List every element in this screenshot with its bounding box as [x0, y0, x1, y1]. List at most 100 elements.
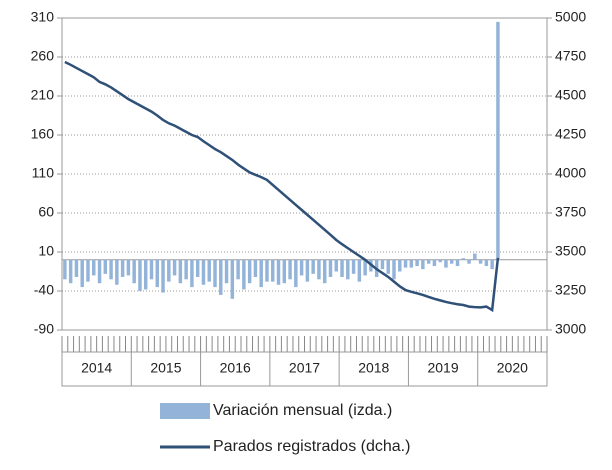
bar	[351, 259, 356, 274]
year-box	[61, 351, 548, 387]
bar	[253, 259, 258, 277]
bar	[195, 259, 200, 277]
bar	[155, 259, 159, 288]
bar	[120, 259, 125, 277]
bar	[143, 259, 148, 290]
bar	[97, 259, 102, 284]
legend-label: Variación mensual (izda.)	[213, 402, 392, 419]
bar	[103, 259, 108, 274]
bar	[496, 21, 500, 260]
bar	[242, 259, 246, 290]
bar	[426, 259, 431, 264]
bar	[450, 259, 454, 264]
bar	[346, 259, 350, 280]
bar	[109, 259, 113, 280]
x-tick-label: 2018	[358, 360, 389, 376]
x-tick-label: 2014	[81, 360, 112, 376]
bar	[247, 259, 252, 284]
y2-tick-label: 3000	[555, 321, 586, 337]
bar	[299, 259, 304, 276]
bar	[178, 259, 183, 284]
bar	[409, 259, 414, 268]
x-tick-label: 2015	[150, 360, 181, 376]
bar	[190, 259, 194, 288]
bar	[392, 259, 396, 280]
bar	[271, 259, 275, 282]
y-tick-label: 60	[38, 204, 54, 220]
bar	[473, 253, 477, 260]
bar	[398, 259, 402, 272]
bar	[444, 259, 448, 268]
bar	[80, 259, 84, 288]
y2-tick-label: 3250	[555, 282, 586, 298]
bar	[282, 259, 287, 284]
bar	[161, 259, 165, 293]
bar	[149, 259, 154, 280]
legend-label: Parados registrados (dcha.)	[213, 438, 410, 455]
y-tick-label: 210	[31, 87, 55, 103]
bar	[184, 259, 188, 280]
bar	[467, 259, 471, 264]
bar	[455, 259, 460, 267]
bar	[230, 259, 235, 299]
bar	[386, 259, 390, 274]
bar	[317, 259, 321, 280]
bar	[92, 259, 96, 276]
bar	[328, 259, 333, 277]
bar	[138, 259, 142, 291]
bar	[421, 259, 425, 270]
bar	[236, 259, 240, 280]
y2-tick-label: 4250	[555, 126, 586, 142]
bar	[126, 259, 131, 276]
bar	[334, 259, 338, 272]
bar	[213, 259, 217, 288]
bar	[201, 259, 206, 285]
bar	[259, 259, 263, 288]
bar	[484, 259, 489, 267]
bar	[115, 259, 119, 285]
y2-tick-label: 5000	[555, 9, 586, 25]
x-tick-label: 2017	[289, 360, 320, 376]
bar	[288, 259, 292, 280]
bar	[403, 259, 408, 268]
bar	[74, 259, 79, 277]
bar	[219, 259, 223, 295]
y2-tick-label: 4750	[555, 48, 586, 64]
y-tick-label: 10	[38, 243, 54, 259]
bar	[132, 259, 136, 284]
bar	[68, 259, 73, 284]
bar	[172, 259, 177, 276]
y2-tick-label: 3750	[555, 204, 586, 220]
bar	[167, 259, 171, 282]
bar	[311, 259, 315, 274]
bar	[265, 259, 269, 282]
bar	[415, 259, 419, 267]
y-tick-label: 160	[31, 126, 55, 142]
bar	[380, 259, 385, 270]
bar	[363, 259, 367, 276]
bar	[340, 259, 344, 277]
x-tick-label: 2016	[220, 360, 251, 376]
y-tick-label: 110	[32, 165, 55, 181]
bar	[461, 258, 466, 260]
bar	[86, 259, 90, 282]
bar	[63, 259, 67, 280]
bar	[357, 259, 362, 282]
y2-tick-label: 4500	[555, 87, 586, 103]
y2-tick-label: 4000	[555, 165, 586, 181]
y2-tick-label: 3500	[555, 243, 586, 259]
legend-swatch	[160, 403, 210, 419]
x-tick-label: 2020	[497, 360, 528, 376]
bar	[490, 259, 494, 270]
bar	[207, 259, 211, 282]
bar	[224, 259, 229, 284]
bar	[305, 259, 310, 282]
y-tick-label: -90	[34, 321, 54, 337]
bar	[432, 259, 437, 267]
y-tick-label: -40	[34, 282, 54, 298]
bar	[322, 259, 327, 284]
bar	[478, 259, 483, 264]
bar	[276, 259, 281, 285]
y-tick-label: 310	[31, 9, 55, 25]
